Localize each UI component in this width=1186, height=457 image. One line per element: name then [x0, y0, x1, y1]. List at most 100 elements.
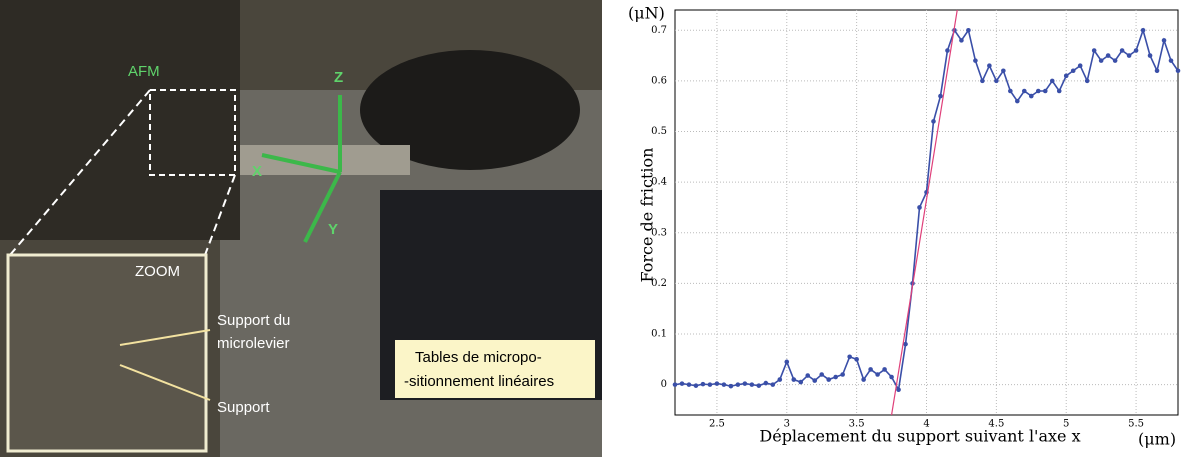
y-tick-label: 0.1 — [651, 329, 667, 340]
point — [1084, 78, 1090, 84]
point — [889, 374, 894, 380]
point — [1140, 27, 1146, 33]
point — [1028, 93, 1034, 99]
point — [854, 357, 859, 362]
photo-label: Support du — [217, 312, 290, 329]
point — [1035, 88, 1041, 94]
point — [1022, 88, 1027, 94]
point — [826, 377, 831, 382]
camera — [360, 50, 580, 170]
point — [896, 387, 901, 392]
point — [882, 367, 887, 372]
point — [1091, 48, 1097, 53]
line — [890, 9, 958, 416]
point — [1056, 88, 1062, 94]
point — [1119, 48, 1125, 53]
point — [721, 382, 727, 387]
point — [1008, 88, 1013, 94]
x-unit: (μm) — [1138, 430, 1176, 449]
x-tick-label: 2.5 — [709, 419, 725, 430]
y-tick-label: 0.6 — [651, 75, 667, 86]
point — [791, 377, 797, 382]
zoom-frame — [149, 89, 236, 176]
x-tick-label: 5.5 — [1128, 419, 1144, 430]
x-tick-label: 5 — [1063, 419, 1069, 430]
point — [714, 381, 720, 386]
point — [1105, 53, 1111, 58]
y-tick-label: 0.2 — [651, 278, 667, 289]
photo-label: -sitionnement linéaires — [404, 373, 554, 390]
x-axis-label: Déplacement du support suivant l'axe x — [759, 427, 1080, 446]
point — [784, 359, 790, 365]
point — [959, 38, 964, 43]
point — [1154, 68, 1160, 74]
point — [847, 354, 852, 360]
point — [833, 374, 838, 380]
axis-arrow — [303, 171, 342, 243]
point — [728, 383, 734, 389]
y-tick-label: 0.7 — [651, 25, 667, 36]
point — [987, 63, 992, 68]
point — [1161, 38, 1167, 43]
point — [1133, 48, 1139, 53]
point — [903, 341, 908, 347]
point — [777, 377, 783, 382]
photo: AFM Z X Y ZOOM Support du microlevier Su… — [0, 0, 602, 457]
point — [1168, 58, 1174, 63]
line — [674, 27, 1179, 393]
photo-label: ZOOM — [135, 263, 180, 280]
x-tick-label: 4.5 — [988, 419, 1004, 430]
point — [707, 382, 713, 387]
point — [875, 372, 880, 377]
point — [700, 381, 706, 387]
point — [1175, 68, 1181, 74]
point — [770, 382, 776, 387]
point — [679, 381, 685, 386]
x-tick-label: 3 — [784, 419, 790, 430]
point — [917, 205, 922, 210]
point — [1126, 53, 1132, 58]
point — [1001, 68, 1006, 74]
point — [749, 382, 755, 387]
zoom-guide — [204, 174, 236, 256]
pointer — [119, 329, 211, 346]
photo-label: Y — [328, 221, 338, 238]
point — [945, 48, 950, 53]
y-tick-label: 0.4 — [651, 177, 667, 188]
point — [973, 58, 978, 63]
point — [798, 379, 804, 385]
point — [812, 378, 818, 383]
photo-label: X — [252, 163, 262, 180]
point — [931, 119, 936, 124]
point — [840, 372, 845, 377]
point — [994, 78, 999, 84]
point — [1112, 58, 1118, 63]
photo-label: microlevier — [217, 335, 290, 352]
point — [735, 382, 741, 387]
point — [1042, 88, 1048, 94]
point — [938, 93, 943, 99]
photo-label: Z — [334, 69, 343, 86]
point — [1098, 58, 1104, 63]
zoom-inset — [6, 253, 208, 453]
pointer — [119, 364, 211, 401]
point — [742, 381, 748, 386]
point — [1077, 63, 1083, 68]
point — [1063, 73, 1069, 79]
point — [980, 78, 985, 84]
point — [693, 383, 699, 388]
axis-arrow — [261, 153, 341, 174]
y-tick-label: 0.5 — [651, 126, 667, 137]
photo-label: Tables de micropo- — [415, 349, 542, 366]
point — [756, 383, 762, 388]
y-axis-label: Force de friction — [638, 148, 657, 283]
point — [1015, 98, 1020, 104]
y-tick-label: 0.3 — [651, 227, 667, 238]
x-tick-label: 3.5 — [849, 419, 865, 430]
point — [805, 373, 811, 378]
photo-label: Support — [217, 399, 270, 416]
point — [861, 377, 866, 382]
y-tick-label: 0 — [661, 379, 667, 390]
point — [672, 382, 678, 387]
